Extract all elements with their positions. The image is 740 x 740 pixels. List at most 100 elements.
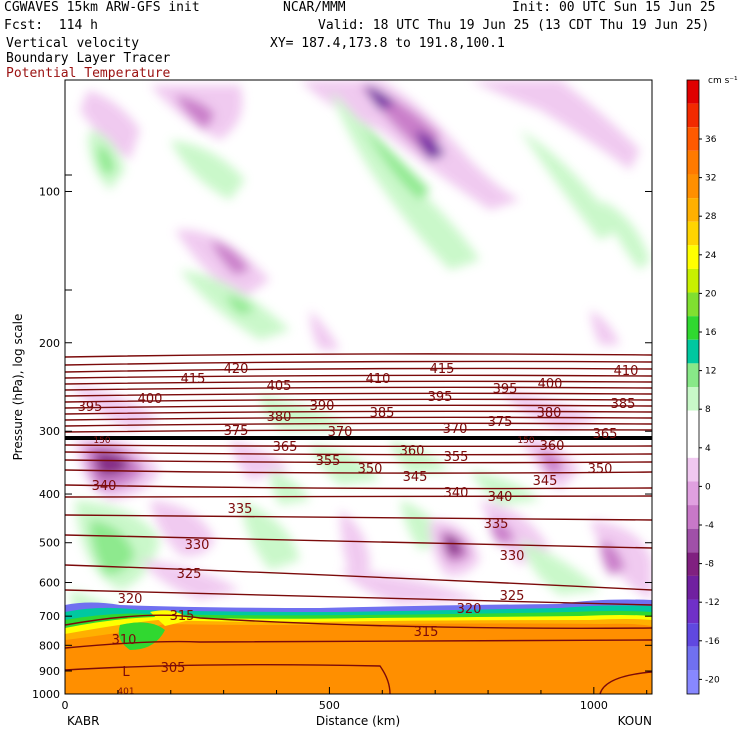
colorbar-swatch — [687, 599, 699, 624]
x-axis-title: Distance (km) — [316, 714, 400, 728]
theta-label: 350 — [588, 462, 613, 477]
theta-label: 405 — [267, 379, 292, 394]
theta-label: 350 — [358, 462, 383, 477]
theta-contours — [65, 353, 652, 694]
y-axis: 100 200 300 400 500 600 700 800 900 1000 — [32, 79, 652, 701]
colorbar-label: 0 — [705, 482, 711, 492]
colorbar-swatch — [687, 552, 699, 576]
colorbar-label: -4 — [705, 521, 714, 531]
theta-label: 385 — [370, 406, 395, 421]
colorbar-swatch — [687, 410, 699, 435]
theta-label: 375 — [488, 415, 513, 430]
theta-label: 315 — [414, 625, 439, 640]
y-tick-label: 700 — [39, 610, 60, 623]
colorbar-label: -20 — [705, 675, 720, 685]
colorbar-frame — [686, 79, 700, 695]
theta-label: 345 — [533, 474, 558, 489]
colorbar-label: 16 — [705, 328, 717, 338]
theta-label: 360 — [400, 444, 425, 459]
y-tick-label: 100 — [39, 185, 60, 198]
colorbar-swatch — [687, 221, 699, 246]
colorbar-label: 24 — [705, 251, 717, 261]
theta-label: 340 — [92, 479, 117, 494]
colorbar-swatch — [687, 387, 699, 411]
theta-labels: 420 415 405 410 415 410 395 400 395 400 385 390 380 3… — [78, 362, 639, 697]
theta-label: 400 — [138, 392, 163, 407]
y-tick-label: 900 — [39, 665, 60, 678]
colorbar-swatch — [687, 339, 699, 364]
forecast-hour: Fcst: 114 h — [4, 18, 98, 33]
colorbar-label: 8 — [705, 405, 711, 415]
theta-label: 340 — [444, 486, 469, 501]
theta-label: 380 — [537, 406, 562, 421]
colorbar-swatch — [687, 575, 699, 600]
init-time: Init: 00 UTC Sun 15 Jun 25 — [512, 0, 716, 15]
theta-label: 325 — [177, 567, 202, 582]
right-endpoint-label: KOUN — [618, 714, 652, 728]
theta-label: 375 — [224, 424, 249, 439]
field-boundary-layer-tracer: Boundary Layer Tracer — [6, 51, 171, 66]
colorbar-swatch — [687, 103, 699, 128]
theta-label: 365 — [593, 427, 618, 442]
theta-label: 355 — [444, 450, 469, 465]
theta-label: 370 — [443, 422, 468, 437]
colorbar-swatch — [687, 174, 699, 199]
theta-label: 335 — [484, 517, 509, 532]
model-title: CGWAVES 15km ARW-GFS init — [4, 0, 200, 15]
y-tick-label: 500 — [39, 537, 60, 550]
theta-label: 415 — [430, 362, 455, 377]
valid-time: Valid: 18 UTC Thu 19 Jun 25 (13 CDT Thu … — [318, 18, 710, 33]
x-tick-label: 0 — [62, 699, 69, 712]
y-tick-label: 800 — [39, 639, 60, 652]
colorbar-swatch — [687, 245, 699, 269]
theta-label: 395 — [493, 382, 518, 397]
theta-label: 401 — [117, 687, 134, 697]
colorbar-swatch — [687, 127, 699, 151]
colorbar-unit: cm s⁻¹ — [708, 76, 738, 86]
colorbar-swatch — [687, 646, 699, 671]
theta-label: 390 — [310, 399, 335, 414]
colorbar-swatch — [687, 670, 699, 694]
field-potential-temperature: Potential Temperature — [6, 66, 171, 81]
colorbar-swatch — [687, 457, 699, 482]
y-tick-label: 1000 — [32, 688, 60, 701]
colorbar-swatch — [687, 292, 699, 317]
x-tick-label: 500 — [319, 699, 340, 712]
theta-label: 335 — [228, 502, 253, 517]
colorbar-label: -8 — [705, 560, 714, 570]
colorbar-label: 4 — [705, 444, 711, 454]
x-tick-label: 1000 — [580, 699, 608, 712]
y-tick-label: 600 — [39, 577, 60, 590]
plot-frame — [64, 79, 653, 695]
theta-label: 320 — [457, 602, 482, 617]
colorbar-swatch — [687, 505, 699, 529]
theta-label: 415 — [181, 372, 206, 387]
y-axis-title: Pressure (hPa), log scale — [11, 314, 25, 461]
colorbar-label: 12 — [705, 367, 716, 377]
colorbar-label: -12 — [705, 598, 720, 608]
colorbar-swatch — [687, 80, 699, 104]
center-label: NCAR/MMM — [283, 0, 346, 15]
colorbar-swatch — [687, 623, 699, 647]
colorbar-label: 32 — [705, 174, 716, 184]
theta-label: 400 — [538, 377, 563, 392]
field-vertical-velocity: Vertical velocity — [6, 36, 140, 51]
theta-label: 410 — [366, 372, 391, 387]
theta-label: 330 — [500, 549, 525, 564]
colorbar-swatch — [687, 434, 699, 458]
colorbar-swatch — [687, 268, 699, 293]
theta-label: 355 — [316, 454, 341, 469]
theta-label: L — [122, 665, 130, 680]
theta-label: 340 — [488, 490, 513, 505]
theta-label: 315 — [170, 609, 195, 624]
colorbar-swatch — [687, 481, 699, 506]
theta-label: 370 — [328, 425, 353, 440]
colorbar-swatch — [687, 198, 699, 222]
left-endpoint-label: KABR — [67, 714, 99, 728]
theta-label: 305 — [161, 661, 186, 676]
colorbar-swatch — [687, 316, 699, 340]
theta-label: 385 — [611, 397, 636, 412]
y-tick-label: 200 — [39, 337, 60, 350]
theta-label: 395 — [428, 390, 453, 405]
